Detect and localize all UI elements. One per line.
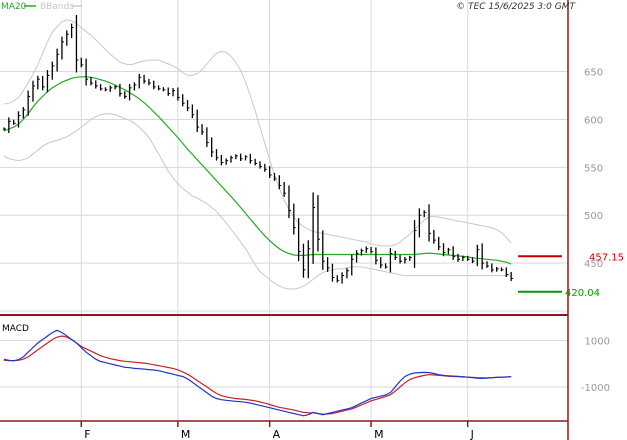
time-tick-label: M: [374, 428, 384, 440]
legend-ma20: MA20: [1, 2, 27, 12]
chart-frame: [0, 0, 569, 440]
legend-bbands: BBands: [40, 2, 74, 12]
price-grid: [0, 0, 568, 421]
price-legend: MA20 BBands © TEC 15/6/2025 3:0 GMT: [1, 2, 577, 12]
bbands-upper-line: [3, 19, 512, 247]
macd-tick-label: -1000: [581, 383, 610, 394]
price-tick-label: 550: [584, 163, 603, 174]
price-bars-layer: [3, 15, 514, 284]
price-tick-label: 450: [584, 259, 603, 270]
price-tick-label: 600: [584, 115, 603, 126]
time-tick-label: F: [84, 428, 90, 440]
macd-grid: [0, 340, 568, 388]
price-levels-layer: 457.15 420.04: [518, 252, 624, 299]
macd-layer: [3, 329, 512, 417]
price-axis-ticks: 450 500 550 600 650: [584, 68, 603, 271]
macd-line: [3, 329, 512, 417]
price-tick-label: 650: [584, 68, 603, 79]
ma20-line: [3, 76, 512, 265]
time-tick-label: M: [181, 428, 191, 440]
time-tick-label: A: [273, 428, 281, 440]
macd-title: MACD: [2, 324, 29, 334]
support-level-label: 420.04: [565, 288, 600, 299]
bbands-lower-line: [3, 113, 512, 290]
ma20-layer: [3, 76, 512, 265]
signal-line: [3, 335, 512, 415]
macd-tick-label: 1000: [585, 337, 610, 348]
macd-axis-ticks: 1000 -1000: [581, 337, 610, 394]
price-tick-label: 500: [584, 211, 603, 222]
time-tick-label: J: [470, 428, 474, 440]
bollinger-bands-layer: [3, 19, 512, 290]
copyright-label: © TEC 15/6/2025 3:0 GMT: [456, 2, 576, 12]
resistance-level-label: 457.15: [589, 252, 624, 263]
